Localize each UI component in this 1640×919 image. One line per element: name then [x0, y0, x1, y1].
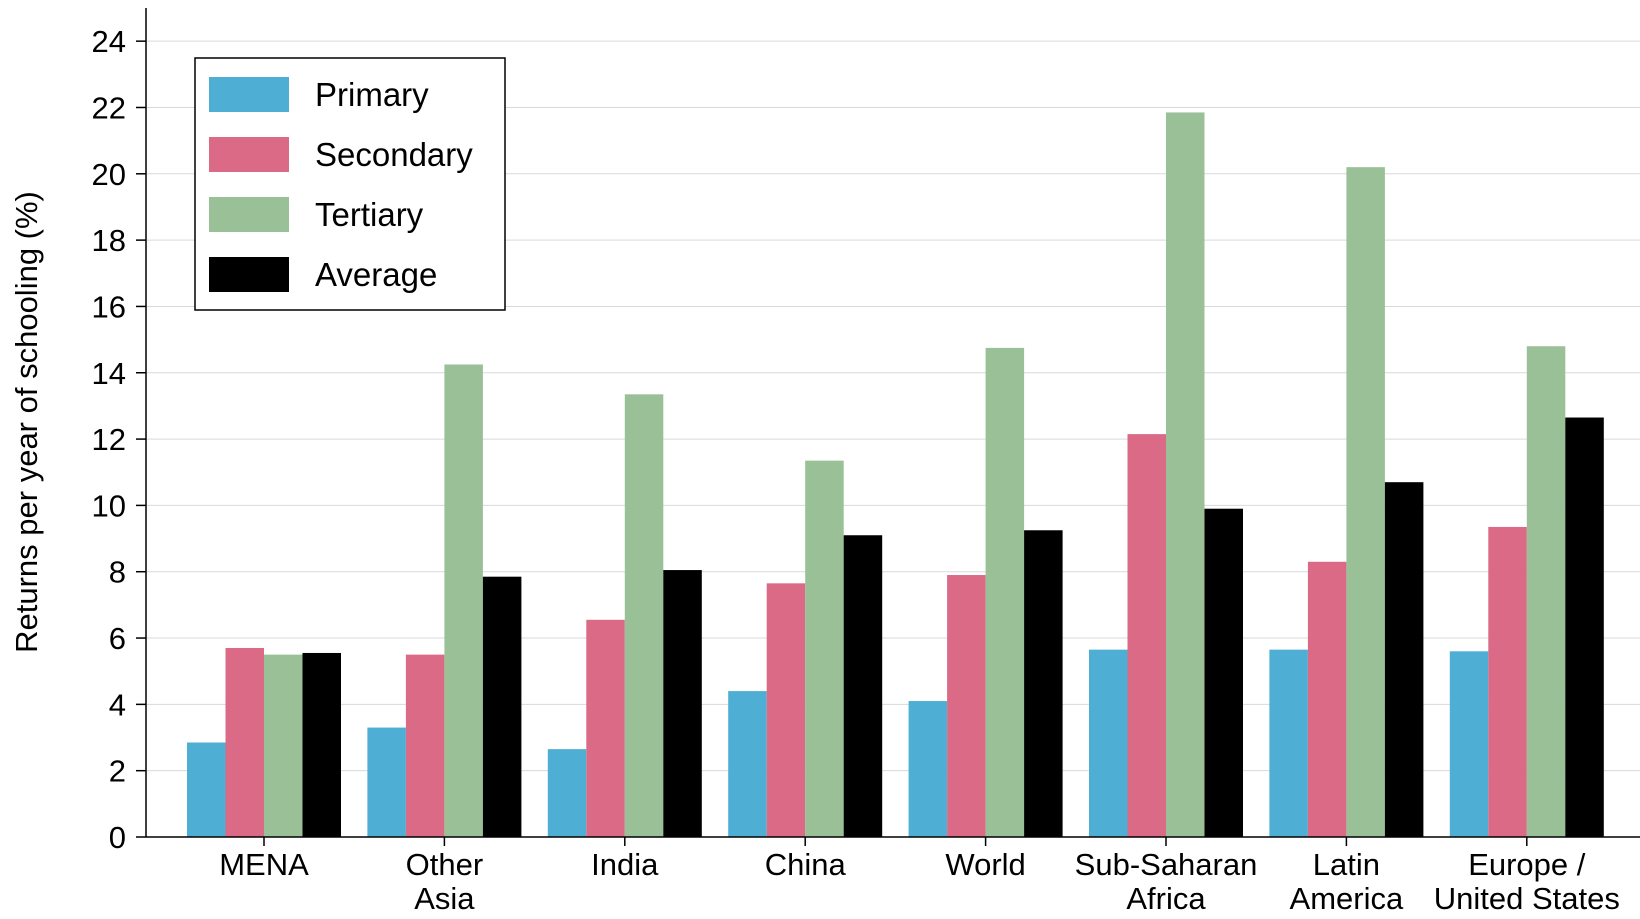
- x-tick-label: Sub-Saharan: [1075, 847, 1258, 882]
- legend-label-secondary: Secondary: [315, 136, 473, 173]
- y-tick-label: 12: [92, 422, 126, 457]
- legend-swatch-secondary: [209, 137, 289, 172]
- bar-tertiary-2: [624, 394, 664, 837]
- x-tick-label: Other: [406, 847, 484, 882]
- bar-average-3: [843, 535, 883, 837]
- bar-secondary-6: [1307, 561, 1347, 837]
- legend-label-average: Average: [315, 256, 437, 293]
- x-tick-label: Latin: [1313, 847, 1380, 882]
- bar-tertiary-5: [1166, 112, 1205, 838]
- bar-secondary-3: [766, 583, 806, 837]
- legend: Primary Secondary Tertiary Average: [194, 57, 506, 311]
- y-tick-label: 18: [92, 223, 126, 258]
- bar-average-7: [1565, 417, 1604, 837]
- x-tick-label: Africa: [1126, 881, 1206, 914]
- y-tick-label: 4: [109, 687, 126, 722]
- y-tick-label: 0: [109, 820, 126, 855]
- bar-primary-7: [1449, 651, 1489, 837]
- bar-tertiary-1: [444, 364, 483, 837]
- bar-average-2: [663, 570, 702, 837]
- bars-group: [187, 112, 1604, 838]
- bar-primary-2: [547, 749, 587, 837]
- y-tick-label: 14: [92, 356, 126, 391]
- bar-tertiary-3: [805, 460, 844, 837]
- legend-swatch-tertiary: [209, 197, 289, 232]
- legend-label-tertiary: Tertiary: [315, 196, 424, 233]
- x-tick-label: MENA: [219, 847, 309, 882]
- x-tick-label: Asia: [414, 881, 475, 914]
- axes: [145, 8, 1640, 838]
- x-tick-label: United States: [1434, 881, 1620, 914]
- bar-tertiary-6: [1346, 167, 1385, 838]
- bar-primary-3: [728, 691, 767, 837]
- y-tick-label: 2: [109, 754, 126, 789]
- bar-primary-4: [908, 701, 948, 837]
- bar-secondary-4: [947, 575, 986, 837]
- bar-secondary-1: [405, 654, 445, 837]
- y-tick-label: 20: [92, 157, 126, 192]
- bar-tertiary-7: [1526, 346, 1566, 837]
- x-tick-label: Europe /: [1468, 847, 1586, 882]
- y-tick-label: 10: [92, 488, 126, 523]
- bar-secondary-5: [1127, 434, 1166, 837]
- bar-primary-1: [367, 727, 406, 837]
- bar-average-6: [1384, 482, 1424, 837]
- bar-average-5: [1204, 508, 1243, 837]
- x-tick-label: India: [591, 847, 659, 882]
- bar-primary-5: [1089, 649, 1128, 837]
- y-tick-label: 6: [109, 621, 126, 656]
- y-tick-label: 24: [92, 24, 126, 59]
- legend-swatch-average: [209, 257, 289, 292]
- x-tick-label: America: [1290, 881, 1404, 914]
- bar-tertiary-4: [985, 347, 1025, 837]
- bar-average-1: [482, 576, 522, 837]
- bar-secondary-0: [225, 647, 264, 837]
- bar-average-0: [302, 652, 341, 837]
- y-tick-label: 8: [109, 555, 126, 590]
- bar-primary-6: [1269, 649, 1308, 837]
- bar-tertiary-0: [264, 654, 303, 837]
- bar-secondary-7: [1488, 526, 1527, 837]
- bar-primary-0: [187, 742, 226, 837]
- legend-swatch-primary: [209, 77, 289, 112]
- bar-secondary-2: [586, 619, 625, 837]
- bar-average-4: [1024, 530, 1063, 837]
- y-tick-label: 16: [92, 289, 126, 324]
- y-tick-label: 22: [92, 90, 126, 125]
- y-axis-label: Returns per year of schooling (%): [9, 191, 44, 653]
- legend-label-primary: Primary: [315, 76, 429, 113]
- x-tick-label: China: [765, 847, 847, 882]
- x-tick-label: World: [945, 847, 1025, 882]
